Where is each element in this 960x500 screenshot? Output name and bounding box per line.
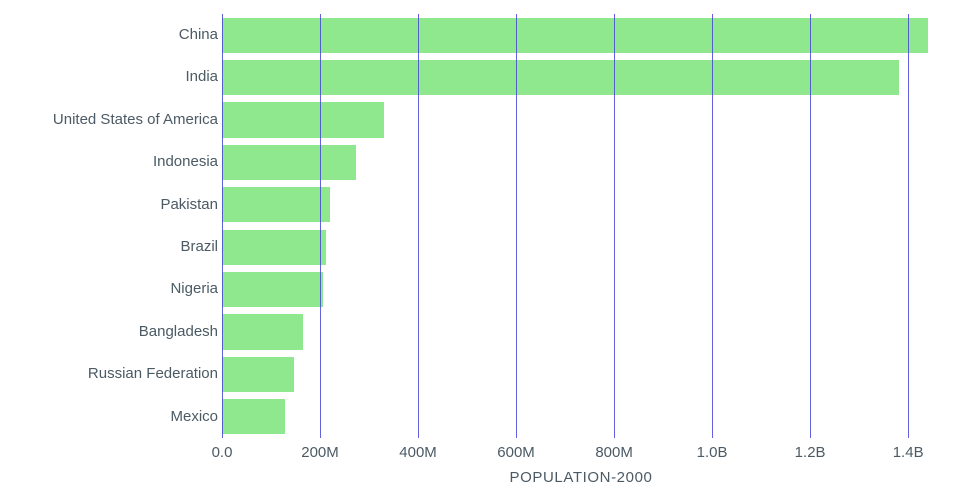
x-tick-1-0b: 1.0B (696, 444, 728, 461)
category-label-brazil: Brazil (180, 238, 218, 255)
gridline-400m (418, 14, 420, 438)
x-tick-1-2b: 1.2B (794, 444, 826, 461)
bar-mexico (222, 399, 286, 435)
category-label-mexico: Mexico (170, 407, 218, 425)
x-tick-0-0: 0.0 (211, 444, 233, 461)
plot-area (222, 14, 940, 438)
bar-nigeria (222, 272, 323, 308)
x-tick-1-4b: 1.4B (892, 444, 924, 461)
x-tick-200m: 200M (301, 444, 339, 461)
gridline-600m (516, 14, 518, 438)
bar-pakistan (222, 187, 331, 223)
gridline-1-2b (810, 14, 812, 438)
x-tick-600m: 600M (497, 444, 535, 461)
bar-united-states-of-america (222, 102, 385, 138)
category-label-russian-federation: Russian Federation (87, 365, 218, 383)
x-tick-400m: 400M (399, 444, 437, 461)
category-label-india: India (185, 68, 218, 86)
category-label-pakistan: Pakistan (160, 195, 218, 213)
category-label-china: China (178, 26, 218, 43)
category-label-bangladesh: Bangladesh (138, 322, 218, 340)
gridline-0-0 (222, 14, 223, 438)
bar-bangladesh (222, 314, 303, 350)
bar-china (222, 17, 928, 53)
bar-india (222, 60, 900, 96)
gridline-800m (614, 14, 616, 438)
gridline-200m (320, 14, 322, 438)
x-tick-800m: 800M (595, 444, 633, 461)
bar-indonesia (222, 144, 356, 180)
bar-russian-federation (222, 356, 294, 392)
gridline-1-4b (908, 14, 910, 438)
category-label-nigeria: Nigeria (170, 280, 218, 298)
x-axis-title: POPULATION-2000 (509, 469, 653, 486)
gridline-1-0b (712, 14, 714, 438)
category-label-united-states-of-america: United States of America (52, 110, 218, 128)
bar-brazil (222, 229, 326, 265)
category-label-indonesia: Indonesia (152, 153, 218, 171)
